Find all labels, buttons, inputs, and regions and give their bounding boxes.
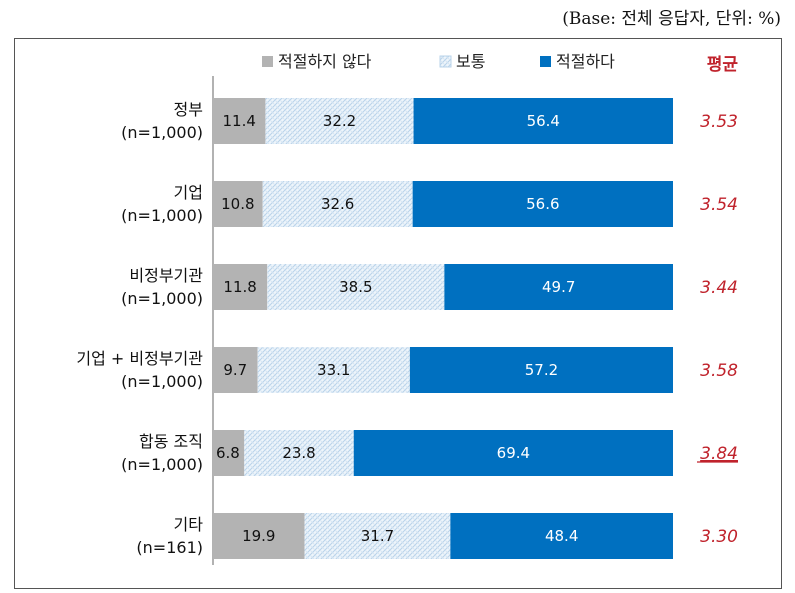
category-label: 합동 조직 xyxy=(139,432,203,451)
bar-segment xyxy=(244,430,354,476)
data-label: 6.8 xyxy=(216,444,240,462)
bar-segment xyxy=(353,430,673,476)
data-label: 56.4 xyxy=(527,112,560,130)
category-label: 기업 xyxy=(174,183,203,202)
category-label: 정부 xyxy=(174,100,203,119)
legend-label: 보통 xyxy=(456,52,485,71)
averages-column: 3.53 3.54 3.44 3.58 3.84 3.30 xyxy=(697,112,738,547)
data-label: 69.4 xyxy=(497,444,530,462)
data-label: 48.4 xyxy=(545,527,578,545)
data-label: 32.6 xyxy=(321,195,354,213)
average-value: 3.54 xyxy=(700,195,738,215)
bar-segment xyxy=(213,347,258,393)
data-label: 19.9 xyxy=(242,527,275,545)
average-value: 3.58 xyxy=(700,361,738,381)
category-n: (n=161) xyxy=(136,538,203,557)
category-label: 기타 xyxy=(174,515,204,534)
data-label: 9.7 xyxy=(223,361,247,379)
data-label: 31.7 xyxy=(361,527,394,545)
legend-swatch xyxy=(262,56,273,67)
data-label: 32.2 xyxy=(323,112,356,130)
data-label: 49.7 xyxy=(542,278,575,296)
category-label: 기업 + 비정부기관 xyxy=(76,349,203,368)
bar-segment xyxy=(450,513,673,559)
data-label: 56.6 xyxy=(526,195,559,213)
bar-segment xyxy=(444,264,673,310)
bar-segment xyxy=(213,98,266,144)
bars-group: 11.4 32.2 56.4 10.8 32.6 56.6 11.8 38.5 49.7 9.7 3… xyxy=(213,98,673,559)
legend-swatch xyxy=(439,55,452,68)
data-label: 57.2 xyxy=(525,361,558,379)
bar-segment xyxy=(257,347,410,393)
bar-segment xyxy=(213,430,245,476)
average-value: 3.53 xyxy=(700,112,738,132)
average-value: 3.44 xyxy=(700,278,738,298)
bar-segment xyxy=(412,181,673,227)
bar-segment xyxy=(304,513,451,559)
data-label: 23.8 xyxy=(282,444,315,462)
bar-segment xyxy=(213,181,263,227)
legend: 적절하지 않다 보통 적절하다 평균 xyxy=(262,52,738,75)
legend-swatch xyxy=(540,56,551,67)
bar-segment xyxy=(262,181,413,227)
category-labels: 정부 (n=1,000) 기업 (n=1,000) 비정부기관 (n=1,000) 기업 +… xyxy=(76,100,203,557)
bar-segment xyxy=(413,98,673,144)
bar-segment xyxy=(213,513,305,559)
data-label: 11.4 xyxy=(223,112,256,130)
category-n: (n=1,000) xyxy=(121,289,203,308)
category-n: (n=1,000) xyxy=(121,372,203,391)
data-label: 33.1 xyxy=(317,361,350,379)
bar-segment xyxy=(213,264,268,310)
average-header: 평균 xyxy=(707,55,739,75)
chart-frame xyxy=(14,38,782,589)
legend-label: 적절하지 않다 xyxy=(278,52,372,71)
data-label: 38.5 xyxy=(339,278,372,296)
average-value: 3.84 xyxy=(700,444,738,464)
legend-label: 적절하다 xyxy=(556,52,615,71)
category-n: (n=1,000) xyxy=(121,455,203,474)
base-note: (Base: 전체 응답자, 단위: %) xyxy=(562,9,781,29)
bar-segment xyxy=(265,98,414,144)
bar-segment xyxy=(267,264,445,310)
average-value: 3.30 xyxy=(700,527,738,547)
category-label: 비정부기관 xyxy=(129,266,203,285)
category-n: (n=1,000) xyxy=(121,206,203,225)
category-n: (n=1,000) xyxy=(121,123,203,142)
data-label: 10.8 xyxy=(221,195,254,213)
data-label: 11.8 xyxy=(223,278,256,296)
bar-segment xyxy=(409,347,673,393)
